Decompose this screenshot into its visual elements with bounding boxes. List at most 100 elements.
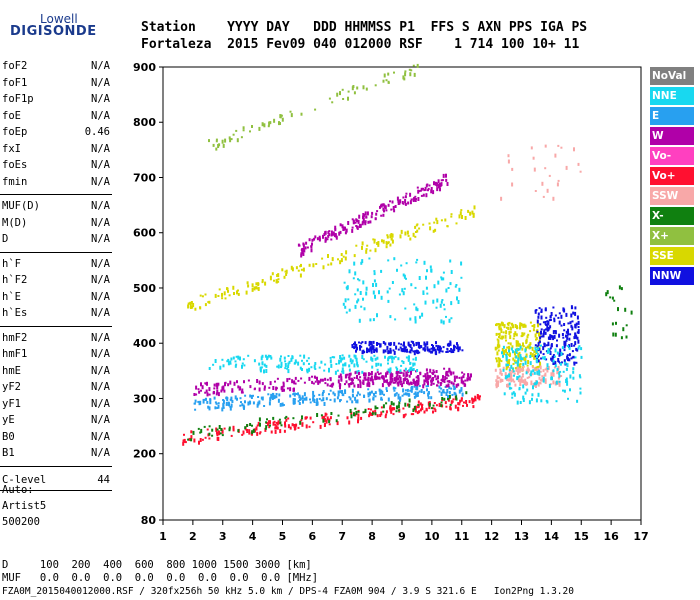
echo-point <box>369 372 372 375</box>
echo-point <box>399 369 402 373</box>
echo-point <box>301 368 303 371</box>
echo-point <box>410 283 413 287</box>
echo-point <box>518 352 521 356</box>
echo-point <box>314 235 317 239</box>
echo-point <box>229 362 232 365</box>
echo-point <box>228 136 231 140</box>
echo-point <box>531 366 534 369</box>
echo-point <box>363 376 366 380</box>
echo-point <box>549 351 552 355</box>
echo-point <box>532 369 535 373</box>
echo-point <box>562 389 564 392</box>
echo-point <box>363 307 366 311</box>
echo-point <box>557 316 560 319</box>
echo-point <box>499 327 502 331</box>
echo-point <box>401 201 404 204</box>
echo-point <box>234 364 237 368</box>
echo-point <box>376 371 379 374</box>
echo-point <box>406 388 409 392</box>
echo-point <box>522 395 525 400</box>
echo-point <box>513 372 516 375</box>
echo-point <box>437 280 440 285</box>
echo-point <box>448 380 451 383</box>
echo-point <box>537 359 540 363</box>
echo-point <box>300 268 303 271</box>
echo-point <box>373 349 376 353</box>
echo-point <box>345 286 348 289</box>
echo-point <box>251 424 253 427</box>
param-value: N/A <box>91 76 110 89</box>
echo-point <box>510 387 513 390</box>
echo-point <box>507 345 510 350</box>
echo-point <box>349 397 352 401</box>
echo-point <box>368 398 371 402</box>
echo-point <box>195 393 198 396</box>
echo-point <box>258 387 261 392</box>
echo-point <box>397 382 400 387</box>
echo-point <box>215 140 218 143</box>
echo-point <box>526 388 529 392</box>
echo-point <box>457 346 459 350</box>
echo-point <box>429 368 432 373</box>
echo-point <box>539 350 542 354</box>
echo-point <box>440 401 443 404</box>
echo-point <box>362 213 365 215</box>
echo-point <box>512 370 515 373</box>
param-row: foEs N/A <box>2 158 110 173</box>
echo-point <box>261 122 264 127</box>
echo-point <box>460 209 463 212</box>
echo-point <box>269 275 272 278</box>
echo-point <box>463 382 466 387</box>
param-name: yF1 <box>2 397 21 410</box>
echo-point <box>511 167 514 171</box>
echo-point <box>505 367 508 371</box>
echo-point <box>467 209 470 213</box>
param-name: foF1 <box>2 76 28 89</box>
echo-point <box>299 273 302 278</box>
echo-point <box>323 415 326 419</box>
echo-point <box>358 279 361 282</box>
echo-point <box>576 315 579 320</box>
echo-point <box>457 406 460 411</box>
echo-point <box>280 424 283 427</box>
echo-point <box>319 424 322 429</box>
echo-point <box>348 368 351 372</box>
echo-point <box>378 290 380 295</box>
echo-point <box>405 192 408 195</box>
echo-point <box>396 268 398 272</box>
echo-point <box>360 261 363 265</box>
echo-point <box>505 363 508 367</box>
echo-point <box>352 219 355 223</box>
legend-item-sse: SSE <box>650 247 694 265</box>
echo-point <box>457 348 460 353</box>
echo-point <box>264 281 267 286</box>
echo-point <box>446 348 449 351</box>
echo-point <box>500 321 503 325</box>
echo-point <box>366 347 368 351</box>
echo-point <box>387 72 390 76</box>
echo-point <box>320 414 323 417</box>
echo-point <box>340 258 343 263</box>
echo-point <box>368 411 371 415</box>
echo-point <box>533 350 536 353</box>
echo-point <box>382 207 385 211</box>
echo-point <box>355 400 358 404</box>
echo-point <box>446 225 449 228</box>
legend-item-w: W <box>650 127 694 145</box>
echo-point <box>359 379 362 383</box>
echo-point <box>504 375 507 380</box>
echo-point <box>412 358 415 361</box>
echo-point <box>362 411 365 414</box>
echo-point <box>464 379 467 382</box>
x-tick-label: 5 <box>279 530 287 543</box>
echo-point <box>221 407 224 412</box>
echo-point <box>376 356 379 360</box>
echo-point <box>450 317 453 320</box>
echo-point <box>295 393 298 395</box>
echo-point <box>385 413 388 416</box>
echo-point <box>513 392 516 397</box>
echo-point <box>430 189 433 194</box>
echo-point <box>339 385 341 390</box>
echo-point <box>362 297 364 301</box>
echo-point <box>361 241 364 246</box>
